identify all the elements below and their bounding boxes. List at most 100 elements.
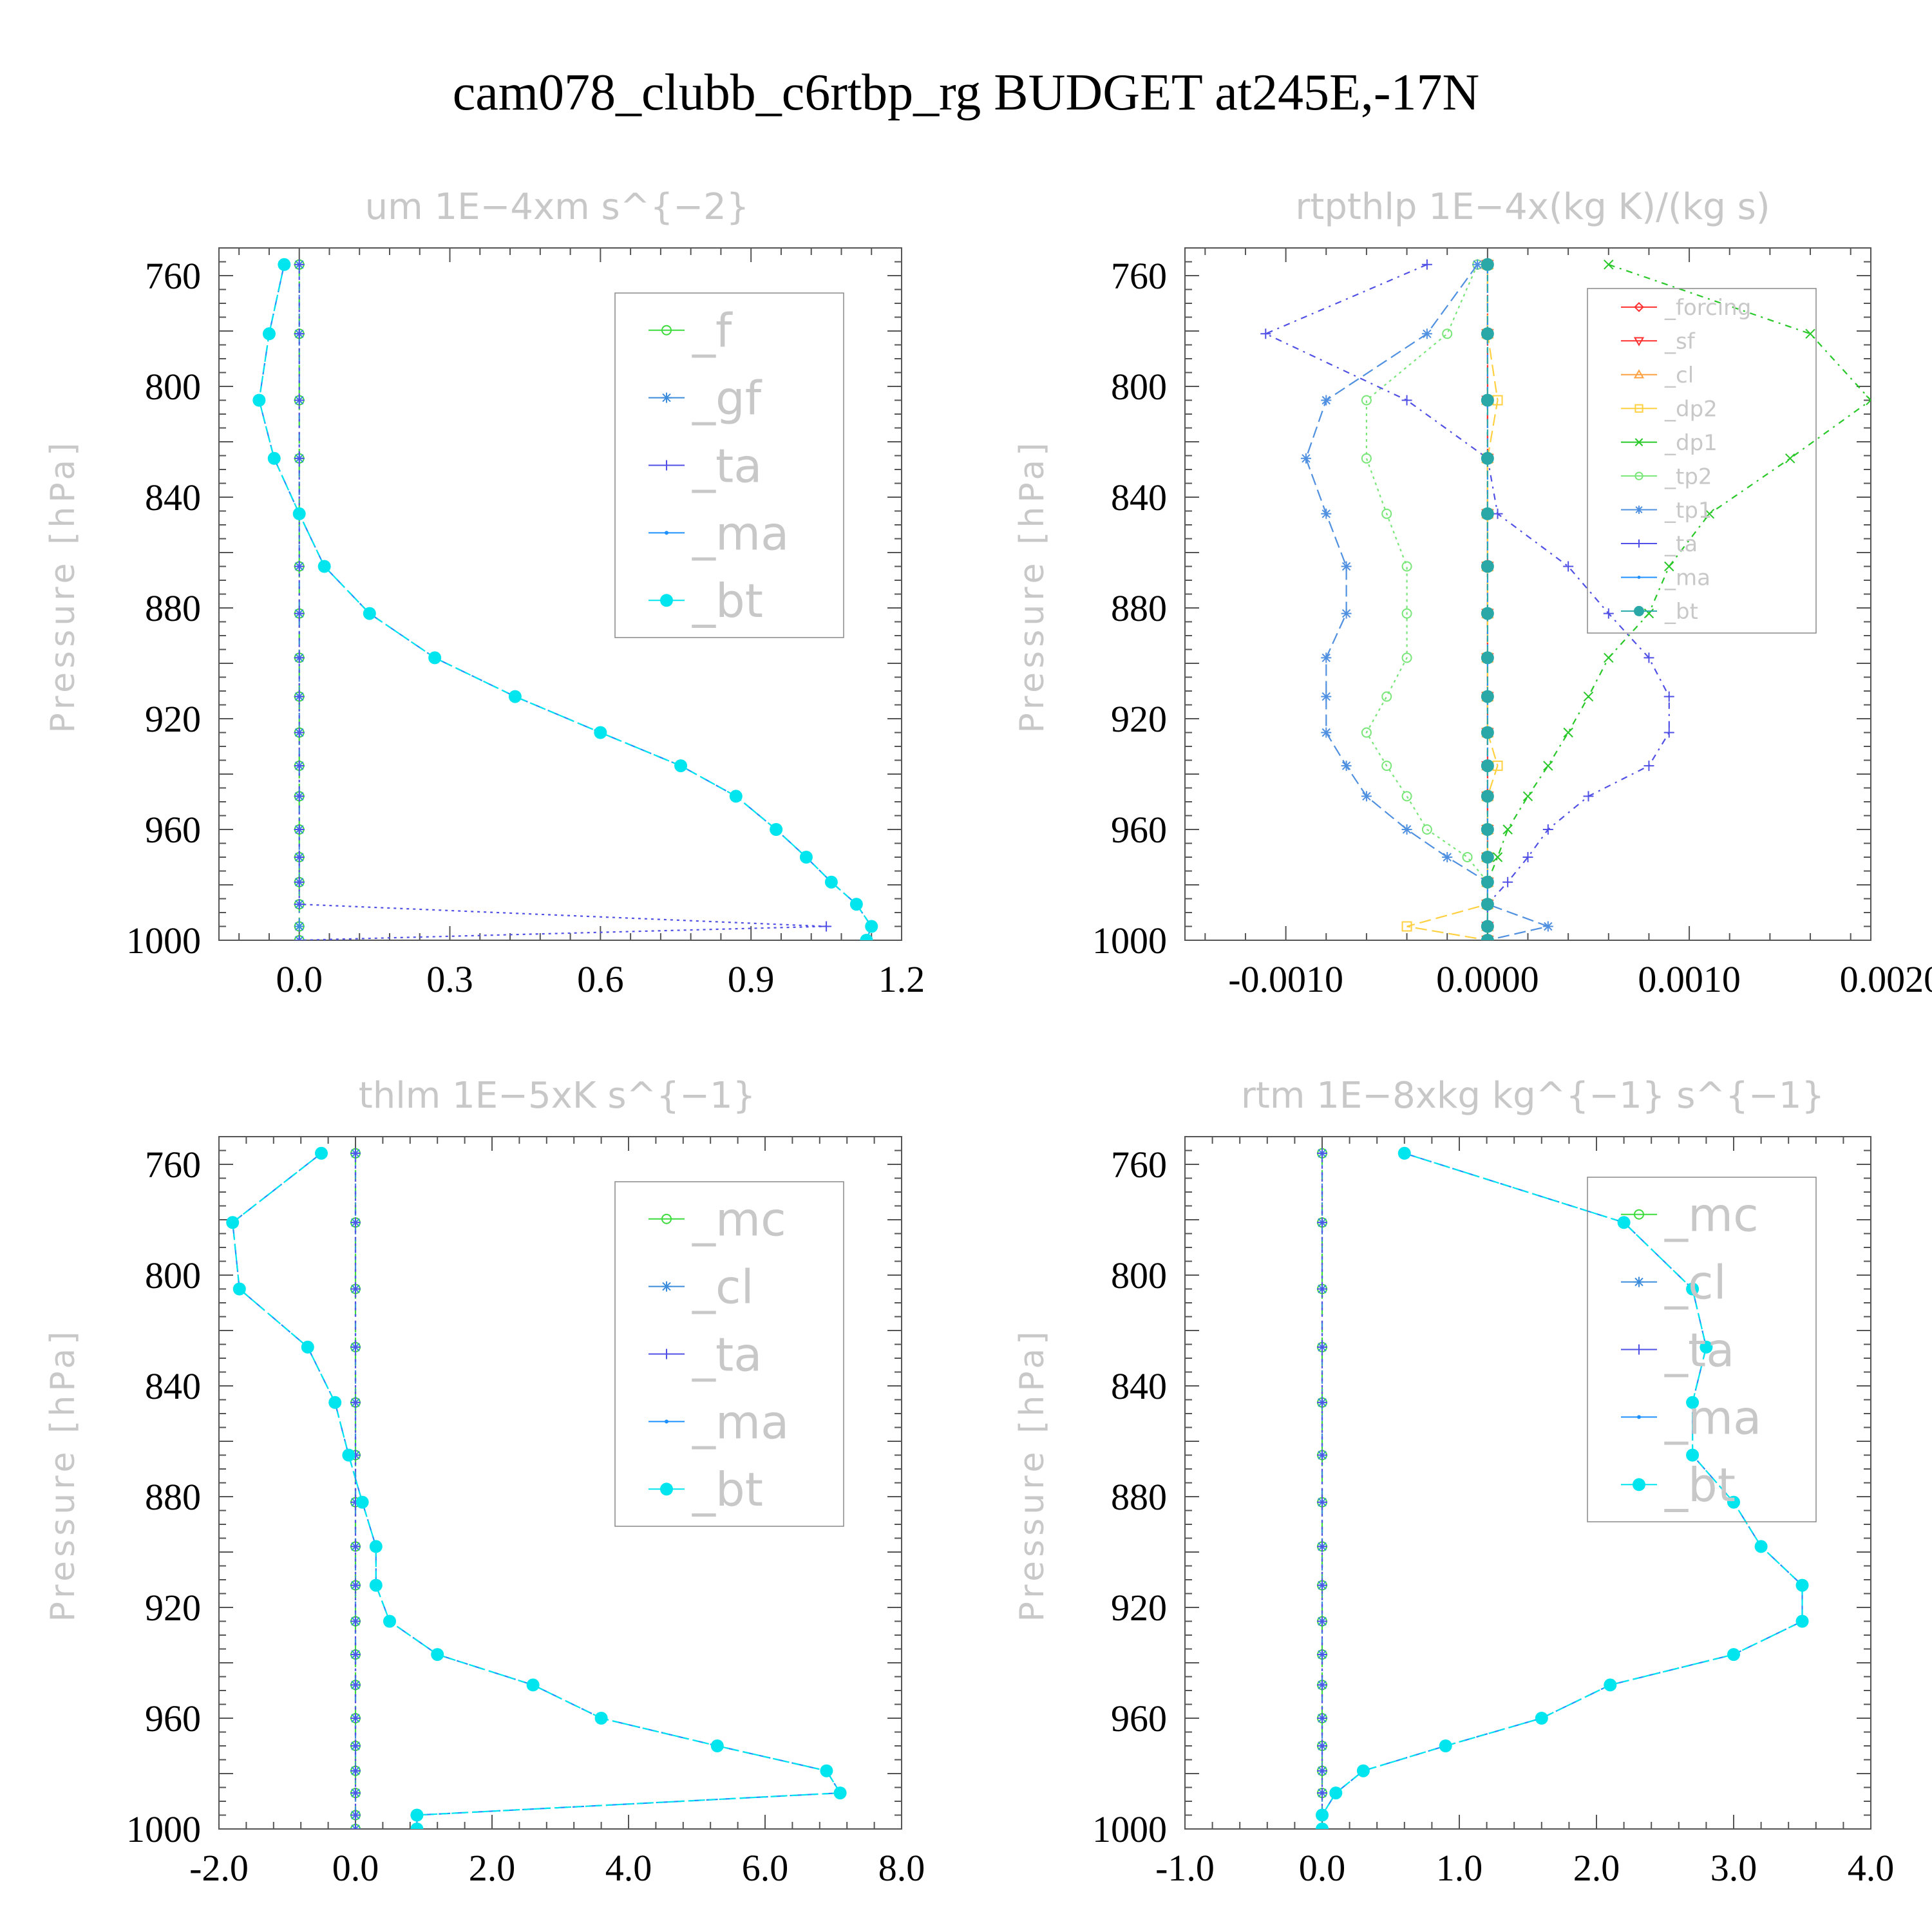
data-point [278,258,291,271]
legend-marker [661,1349,672,1359]
y-tick-label: 880 [1111,587,1167,629]
panel-thlm: thlm 1E−5xK s^{−1} Pressure [hPa] 760 800… [44,1075,925,1889]
data-point [1481,393,1494,407]
data-point [294,921,305,932]
data-point [1481,327,1494,341]
legend-label: _ta [692,1327,762,1381]
x-tick-label: 1.2 [878,958,925,1000]
data-point [1481,258,1494,271]
data-point [674,759,688,773]
data-point [729,790,743,803]
plot-frame [218,1136,902,1830]
legend-item: _bt [1621,599,1698,625]
legend-label: _ma [1664,1390,1761,1444]
data-point [833,1786,847,1800]
legend-marker [1634,1209,1644,1220]
y-tick-label: 920 [145,1587,201,1629]
data-point [1563,561,1574,572]
legend-item: _ta [649,439,762,493]
data-point [1481,560,1494,573]
series-tp2 [1361,259,1493,940]
data-point [1481,607,1494,620]
panel-rtm: rtm 1E−8xkg kg^{−1} s^{−1} Pressure [hPa… [1013,1075,1894,1889]
data-point [1442,852,1453,862]
panel-title: rtm 1E−8xkg kg^{−1} s^{−1} [1241,1075,1824,1117]
legend-marker [661,1213,672,1224]
x-tick-label: 0.0010 [1638,958,1741,1000]
data-point [1341,608,1352,619]
x-tick-label: 3.0 [1710,1847,1757,1889]
y-tick-label: 800 [1111,1255,1167,1296]
plot-area [1316,1146,1809,1829]
data-point [1317,1497,1327,1508]
data-point [350,1397,361,1408]
legend-label: _mc [1664,1188,1759,1242]
data-point [1317,1341,1327,1352]
figure-title: cam078_clubb_c6rtbp_rg BUDGET at245E,-17… [453,64,1480,121]
legend-marker [661,460,672,471]
data-point [1785,453,1795,464]
data-point [350,1741,361,1751]
data-point [1664,561,1674,572]
data-point [1341,561,1352,572]
data-point [363,607,376,620]
y-tick-label: 920 [145,698,201,740]
series-ta [1317,1148,1327,1829]
data-point [1317,1283,1327,1294]
data-point [1663,727,1674,738]
data-point [1317,1741,1327,1751]
y-tick-label: 880 [145,587,201,629]
legend-label: _cl [692,1260,754,1314]
legend-label: _mc [692,1193,786,1247]
legend-item: _bt [649,574,763,628]
data-point [1543,761,1553,771]
legend-item: _ma [1621,565,1710,591]
data-point [355,1495,369,1509]
data-point [1492,852,1503,862]
data-point [1481,651,1494,665]
data-point [350,1810,361,1821]
data-point [1481,726,1494,739]
data-point [350,1283,361,1294]
data-point [294,259,305,270]
data-point [1381,691,1392,702]
legend-marker [1634,539,1643,548]
legend-label: _ta [1664,531,1698,557]
axis-ticks [219,247,902,941]
legend-label: _bt [692,1463,763,1517]
data-point [1462,852,1473,862]
legend-marker [661,392,672,403]
data-point [1381,508,1392,519]
legend-marker [665,1419,668,1424]
data-point [350,1616,361,1627]
data-point [328,1396,342,1409]
data-point [1481,934,1494,940]
data-point [1361,395,1372,406]
data-point [1317,1450,1327,1461]
data-point [1300,453,1311,464]
data-point [1317,1616,1327,1627]
data-point [342,1448,355,1462]
y-tick-label: 1000 [1092,1808,1167,1850]
x-tick-label: 0.3 [426,958,473,1000]
data-point [849,898,863,911]
data-point [1361,791,1372,802]
data-point [1617,1216,1631,1229]
data-point [1381,761,1392,772]
legend-label: _cl [1664,1256,1727,1310]
data-point [1481,823,1494,836]
data-point [1583,691,1594,702]
axis-ticks [218,1136,902,1830]
data-point [1421,259,1432,270]
legend-item: _ma [649,1395,789,1449]
data-point [1542,824,1553,835]
data-point [860,934,873,940]
y-tick-label: 960 [145,1698,201,1739]
legend-marker [1634,438,1643,446]
data-point [1356,1764,1370,1777]
y-axis-label: Pressure [hPa] [44,439,82,734]
y-tick-label: 1000 [126,1808,201,1850]
legend-label: _f [692,304,733,358]
data-point [508,690,522,703]
